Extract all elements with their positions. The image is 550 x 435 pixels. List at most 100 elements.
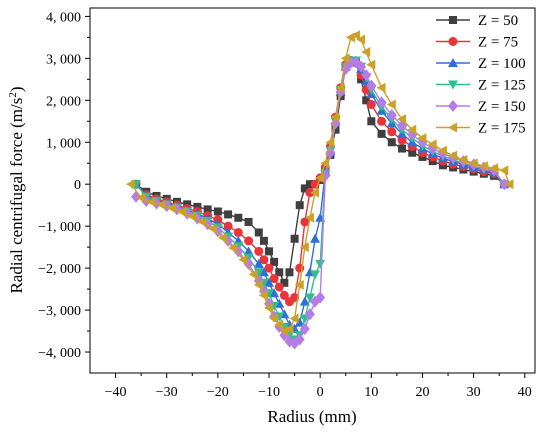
data-point [376,96,387,109]
data-point [366,99,376,109]
data-point [305,188,315,198]
data-point [331,125,340,134]
y-axis-title-sup: 2 [7,92,19,98]
x-tick-label: 40 [518,385,532,400]
data-point [243,246,254,256]
y-tick-label: −1, 000 [38,220,81,235]
data-point [377,129,386,138]
data-point [217,232,227,243]
data-point [146,196,156,207]
data-point [315,259,326,269]
data-point [238,254,248,265]
data-point [310,187,320,198]
data-point [325,137,335,148]
y-axis-title-main: Radial centrifugal force (m/s [7,98,26,294]
data-point [468,158,478,169]
legend: Z = 50 Z = 75 Z = 100 Z = 125 Z = 150 Z = 175 [436,13,526,137]
data-point [294,279,304,290]
data-point [295,201,304,210]
data-point [315,172,325,183]
data-point [299,242,309,253]
legend-item: Z = 100 [436,56,526,72]
data-point [264,263,274,273]
data-point [330,112,340,123]
data-point [366,79,377,92]
data-point [417,133,427,144]
data-point [478,161,488,172]
data-point [386,108,397,121]
data-point [294,333,305,346]
data-point [504,179,514,190]
legend-item: Z = 175 [436,121,526,137]
data-point [290,234,299,243]
data-point [361,47,371,58]
data-point [362,96,371,105]
data-point [269,288,280,298]
data-point [274,282,284,292]
series-5 [125,30,514,337]
data-point [203,205,212,214]
y-tick-label: −3, 000 [38,304,81,319]
y-tick-label: 2, 000 [46,94,81,109]
data-point [448,150,458,161]
legend-label: Z = 50 [478,13,518,29]
legend-item: Z = 150 [436,99,526,115]
data-point [280,278,289,287]
data-point [177,206,187,217]
legend-item: Z = 125 [436,78,526,94]
x-tick-label: −20 [207,385,229,400]
legend-item: Z = 50 [436,13,518,29]
data-point [304,293,315,303]
data-point [244,236,254,246]
data-point [398,144,407,153]
data-point [397,135,407,145]
data-point [499,165,509,176]
data-point [305,180,314,189]
legend-item: Z = 75 [436,35,518,51]
data-point [269,313,279,324]
data-point [275,268,284,277]
data-point [304,212,314,223]
data-point [207,223,217,234]
data-point [408,148,417,157]
data-point [187,211,197,222]
legend-label: Z = 150 [478,99,526,115]
x-tick-label: 20 [415,385,429,400]
data-point [397,114,407,125]
data-point [259,255,269,265]
data-point [407,124,417,135]
data-point [299,296,310,306]
data-point [228,242,238,253]
data-point [366,59,376,70]
legend-marker [448,100,458,112]
data-point [156,199,166,210]
legend-label: Z = 125 [478,78,526,94]
data-point [299,322,310,335]
x-tick-label: −30 [156,385,178,400]
data-point [499,178,510,191]
legend-marker [448,58,458,67]
data-point [197,216,207,227]
data-point [294,317,305,327]
x-tick-label: −10 [258,385,280,400]
data-point [248,269,258,280]
x-axis-title: Radius (mm) [267,407,356,426]
data-point [356,34,366,45]
x-tick-label: 0 [317,385,324,400]
y-axis-title-end: ) [7,86,26,92]
data-point [264,302,274,313]
series-layer [125,30,514,350]
data-point [244,217,253,226]
y-axis-title: Radial centrifugal force (m/s2) [7,86,26,293]
data-point [437,145,447,156]
data-point [274,319,284,330]
y-tick-label: −2, 000 [38,262,81,277]
data-point [367,117,376,126]
y-tick-label: 1, 000 [46,136,81,151]
data-point [284,323,294,334]
y-tick-label: 4, 000 [46,10,81,25]
data-point [254,246,264,256]
data-point [258,290,268,301]
x-tick-label: 10 [364,385,378,400]
